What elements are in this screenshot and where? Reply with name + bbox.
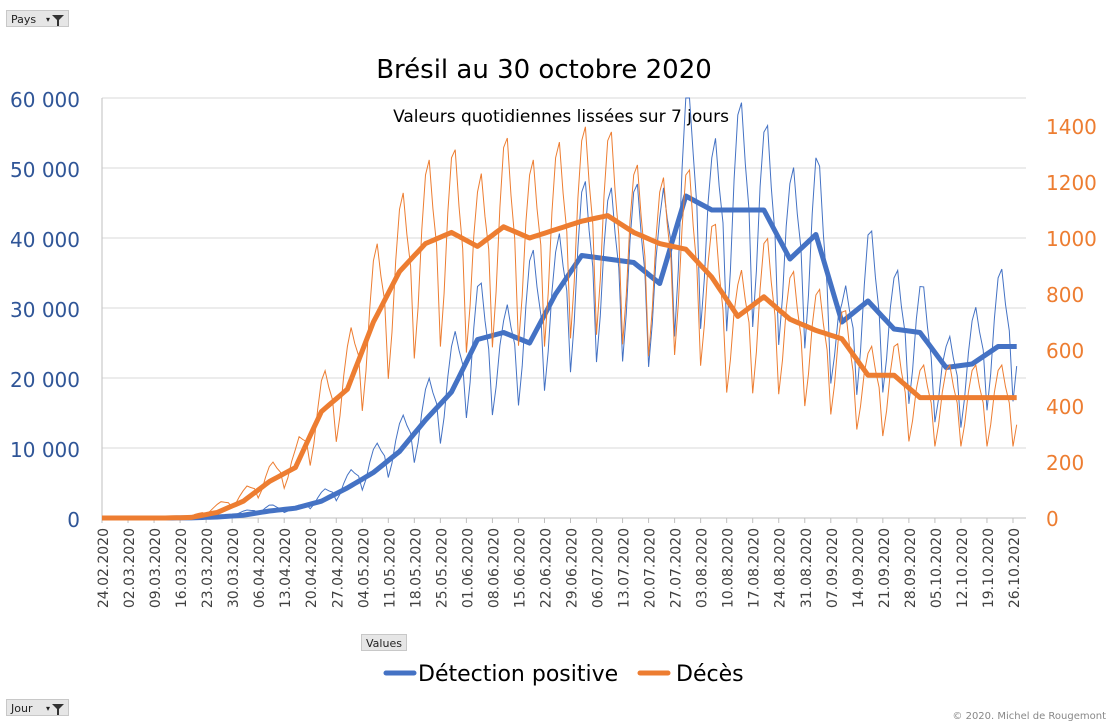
x-tick-label: 20.07.2020 [643, 528, 659, 608]
x-tick-label: 21.09.2020 [877, 528, 893, 608]
dropdown-arrow-icon: ▾ [45, 15, 50, 24]
x-tick-label: 11.05.2020 [382, 528, 398, 608]
filter-icon [52, 15, 64, 26]
y-right-tick-label: 800 [1046, 283, 1084, 307]
x-tick-label: 22.06.2020 [538, 528, 554, 608]
y-right-tick-label: 0 [1046, 507, 1059, 531]
y-left-tick-label: 20 000 [10, 368, 80, 392]
series-daily-line [102, 97, 1018, 519]
x-tick-label: 31.08.2020 [799, 528, 815, 608]
x-tick-label: 06.07.2020 [591, 528, 607, 608]
x-tick-label: 24.08.2020 [773, 528, 789, 608]
copyright-text: © 2020. Michel de Rougemont [952, 711, 1106, 722]
x-tick-label: 17.08.2020 [747, 528, 763, 608]
x-tick-label: 28.09.2020 [903, 528, 919, 608]
x-tick-label: 19.10.2020 [981, 528, 997, 608]
x-tick-label: 27.04.2020 [330, 528, 346, 608]
y-left-tick-label: 40 000 [10, 228, 80, 252]
x-tick-label: 20.04.2020 [304, 528, 320, 608]
x-tick-label: 03.08.2020 [695, 528, 711, 608]
x-tick-label: 06.04.2020 [252, 528, 268, 608]
series-smoothed-line [102, 193, 1017, 521]
x-tick-label: 26.10.2020 [1007, 528, 1023, 608]
x-tick-label: 12.10.2020 [955, 528, 971, 608]
y-left-tick-label: 30 000 [10, 298, 80, 322]
x-tick-label: 23.03.2020 [200, 528, 216, 608]
y-right-tick-label: 200 [1046, 451, 1084, 475]
x-tick-label: 18.05.2020 [408, 528, 424, 608]
x-tick-label: 27.07.2020 [669, 528, 685, 608]
y-left-tick-label: 50 000 [10, 158, 80, 182]
y-left-tick-label: 60 000 [10, 88, 80, 112]
x-tick-label: 16.03.2020 [174, 528, 190, 608]
x-tick-label: 07.09.2020 [825, 528, 841, 608]
x-tick-label: 13.04.2020 [278, 528, 294, 608]
y-right-tick-label: 1000 [1046, 227, 1097, 251]
x-tick-label: 29.06.2020 [565, 528, 581, 608]
x-tick-label: 25.05.2020 [434, 528, 450, 608]
x-tick-label: 05.10.2020 [929, 528, 945, 608]
values-field-button[interactable]: Values [361, 634, 407, 651]
x-tick-label: 30.03.2020 [226, 528, 242, 608]
pays-filter-label: Pays [11, 13, 37, 26]
legend-label: Décès [676, 662, 744, 687]
y-left-tick-label: 10 000 [10, 438, 80, 462]
dropdown-arrow-icon: ▾ [45, 704, 50, 713]
legend-label: Détection positive [418, 662, 618, 687]
chart-title: Brésil au 30 octobre 2020 [376, 55, 712, 85]
values-field-label: Values [366, 637, 402, 650]
x-tick-label: 10.08.2020 [721, 528, 737, 608]
jour-filter-button[interactable]: Jour ▾ [6, 699, 69, 716]
x-tick-label: 24.02.2020 [96, 528, 112, 608]
x-tick-label: 09.03.2020 [148, 528, 164, 608]
x-tick-label: 04.05.2020 [356, 528, 372, 608]
y-left-tick-label: 0 [67, 508, 80, 532]
x-tick-label: 14.09.2020 [851, 528, 867, 608]
y-right-tick-label: 1200 [1046, 171, 1097, 195]
pays-filter-button[interactable]: Pays ▾ [6, 10, 69, 27]
y-right-tick-label: 1400 [1046, 115, 1097, 139]
series-smoothed-line [102, 213, 1017, 521]
y-right-tick-label: 400 [1046, 395, 1084, 419]
jour-filter-label: Jour [11, 702, 33, 715]
chart-subtitle: Valeurs quotidiennes lissées sur 7 jours [393, 107, 729, 127]
x-tick-label: 15.06.2020 [512, 528, 528, 608]
x-tick-label: 08.06.2020 [486, 528, 502, 608]
x-tick-label: 01.06.2020 [460, 528, 476, 608]
y-right-tick-label: 600 [1046, 339, 1084, 363]
x-tick-label: 02.03.2020 [122, 528, 138, 608]
filter-icon [52, 704, 64, 715]
x-tick-label: 13.07.2020 [617, 528, 633, 608]
